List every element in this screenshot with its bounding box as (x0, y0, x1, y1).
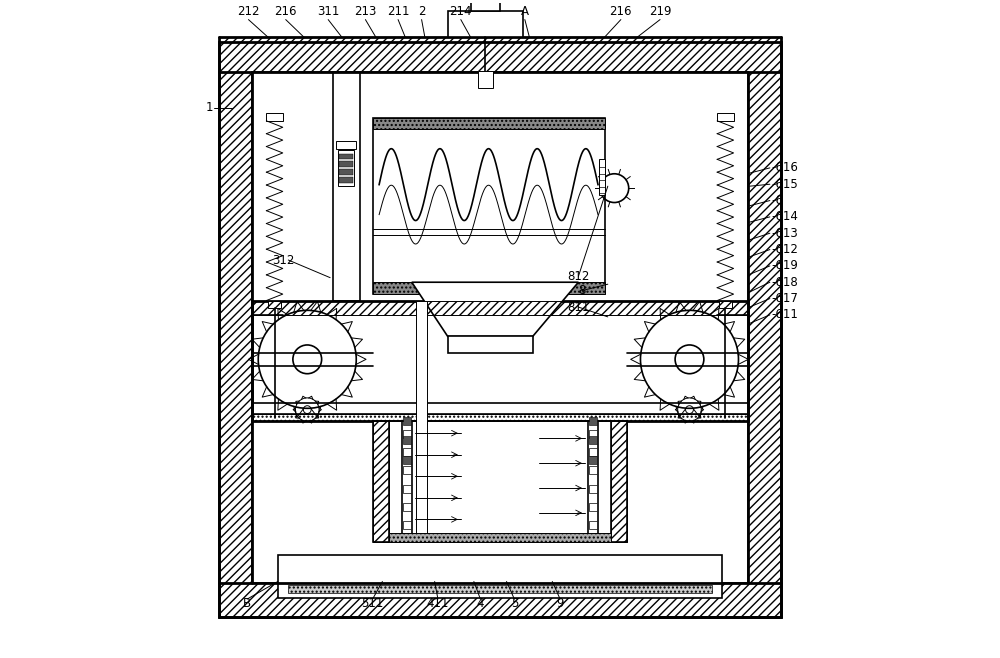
Bar (589, 436, 597, 444)
Text: 1: 1 (206, 101, 213, 114)
Text: 811: 811 (567, 301, 590, 314)
Text: 212: 212 (237, 5, 260, 18)
Bar (333, 72, 360, 301)
Bar (219, 583, 781, 617)
Bar (219, 38, 781, 72)
Bar (373, 421, 389, 542)
Text: 8: 8 (578, 284, 585, 297)
Bar (268, 301, 281, 309)
Text: -612: -612 (771, 243, 798, 256)
Bar (389, 533, 611, 542)
Text: 312: 312 (272, 253, 294, 266)
Bar (219, 43, 781, 617)
Bar (339, 161, 353, 167)
Text: 211: 211 (387, 5, 409, 18)
Text: -617: -617 (771, 292, 798, 305)
Bar (589, 448, 597, 456)
Bar (336, 141, 356, 149)
Bar (589, 417, 597, 424)
Bar (373, 118, 605, 294)
Text: 213: 213 (354, 5, 377, 18)
Bar (589, 521, 597, 529)
Text: -618: -618 (771, 276, 798, 289)
Bar (589, 430, 597, 438)
Bar (403, 430, 411, 438)
Bar (252, 301, 748, 421)
Text: -6: -6 (771, 194, 783, 207)
Bar (339, 177, 353, 183)
Text: -613: -613 (771, 227, 798, 240)
Bar (288, 585, 712, 593)
Text: 216: 216 (274, 5, 297, 18)
Bar (589, 485, 597, 493)
Bar (589, 456, 597, 464)
Bar (339, 153, 353, 159)
Text: -614: -614 (771, 211, 798, 224)
Text: 511: 511 (361, 597, 384, 609)
Text: -615: -615 (771, 178, 798, 191)
Bar (373, 282, 605, 294)
Text: 311: 311 (317, 5, 339, 18)
Text: 219: 219 (649, 5, 671, 18)
Text: 2: 2 (418, 5, 425, 18)
Bar (403, 467, 411, 474)
Bar (403, 485, 411, 493)
Bar (219, 72, 252, 583)
Bar (403, 503, 411, 511)
Bar (589, 467, 597, 474)
Text: 5: 5 (511, 597, 518, 609)
Polygon shape (412, 282, 578, 336)
Text: -619: -619 (771, 259, 798, 272)
Bar (339, 169, 353, 175)
Bar (717, 113, 734, 121)
Bar (403, 436, 411, 444)
Bar (266, 113, 283, 121)
Text: 411: 411 (427, 597, 449, 609)
Bar (252, 301, 748, 315)
Bar (373, 421, 627, 542)
Bar (338, 150, 354, 186)
Text: -616: -616 (771, 161, 798, 174)
Text: A: A (521, 5, 529, 18)
Bar (471, 0, 500, 11)
Bar (448, 336, 533, 353)
Bar (478, 71, 493, 88)
Bar (252, 72, 748, 583)
Text: 4: 4 (477, 597, 484, 609)
Text: 214: 214 (450, 5, 472, 18)
Bar (719, 301, 732, 309)
Bar (373, 118, 605, 130)
Bar (589, 503, 597, 511)
Bar (403, 456, 411, 464)
Text: 9: 9 (556, 597, 564, 609)
Bar (599, 159, 605, 195)
Bar (448, 11, 523, 38)
Bar (416, 301, 427, 542)
Text: 216: 216 (610, 5, 632, 18)
Bar (403, 448, 411, 456)
Bar (252, 414, 748, 421)
Bar (748, 72, 781, 583)
Bar (403, 521, 411, 529)
Bar (611, 421, 627, 542)
Bar (403, 417, 411, 424)
Text: -611: -611 (771, 309, 798, 321)
Text: 812: 812 (567, 270, 590, 283)
Bar (278, 555, 722, 598)
Text: B: B (243, 597, 251, 609)
